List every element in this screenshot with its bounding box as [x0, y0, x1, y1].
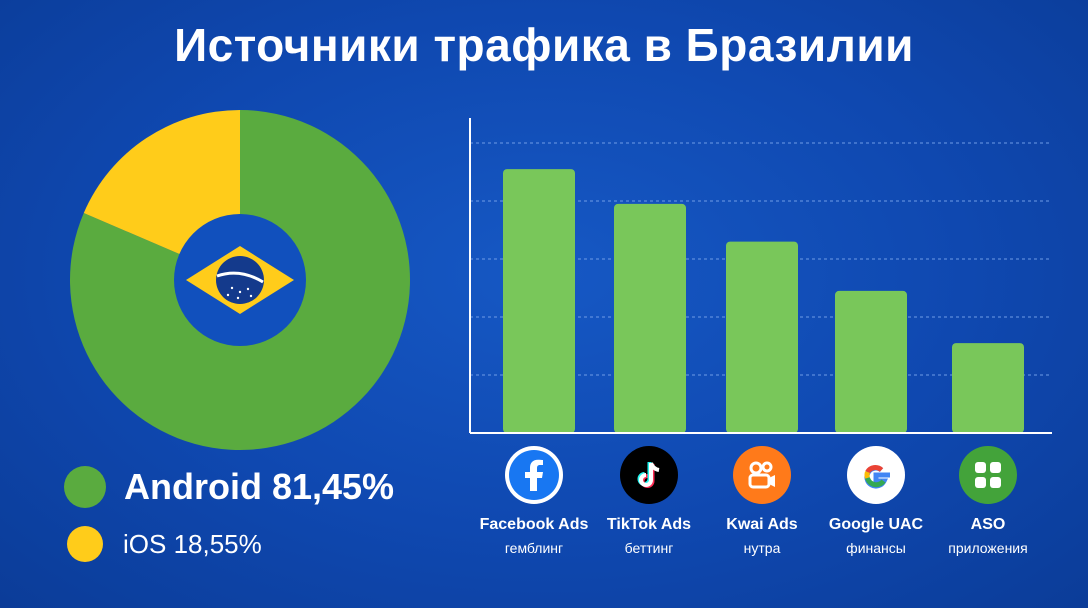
category-label: Google UAC	[828, 516, 924, 533]
legend-ios-dot	[67, 526, 103, 562]
bar-tiktok-ads	[614, 203, 686, 433]
google-icon	[847, 446, 905, 504]
category-aso: ASO приложения	[923, 446, 1053, 556]
category-sublabel: финансы	[846, 540, 906, 556]
legend-ios: iOS 18,55%	[64, 526, 262, 562]
category-google: Google UAC финансы	[811, 446, 941, 556]
category-kwai: Kwai Ads нутра	[697, 446, 827, 556]
donut-chart	[69, 110, 411, 450]
bar-facebook-ads	[503, 169, 575, 433]
bar-google-uac	[835, 290, 907, 433]
tiktok-icon	[620, 446, 678, 504]
aso-apps-icon	[959, 446, 1017, 504]
facebook-icon	[505, 446, 563, 504]
legend-android-dot	[64, 466, 106, 508]
legend-ios-label: iOS 18,55%	[123, 528, 262, 559]
kwai-icon	[733, 446, 791, 504]
category-sublabel: приложения	[948, 540, 1028, 556]
category-label: Kwai Ads	[726, 516, 798, 533]
bar-chart	[469, 118, 1052, 434]
category-label: ASO	[970, 516, 1006, 533]
category-facebook: Facebook Ads гемблинг	[469, 446, 599, 556]
bar-kwai-ads	[726, 241, 798, 433]
category-sublabel: гемблинг	[504, 540, 564, 556]
category-sublabel: нутра	[743, 540, 781, 556]
page-title: Источники трафика в Бразилии	[174, 19, 914, 71]
bar-aso	[952, 343, 1024, 433]
category-tiktok: TikTok Ads беттинг	[584, 446, 714, 556]
brazil-flag-icon	[186, 246, 294, 314]
category-label: Facebook Ads	[479, 516, 589, 533]
category-label: TikTok Ads	[606, 516, 692, 533]
category-sublabel: беттинг	[624, 540, 674, 556]
legend-android: Android 81,45%	[64, 466, 394, 508]
legend-android-label: Android 81,45%	[124, 466, 395, 507]
